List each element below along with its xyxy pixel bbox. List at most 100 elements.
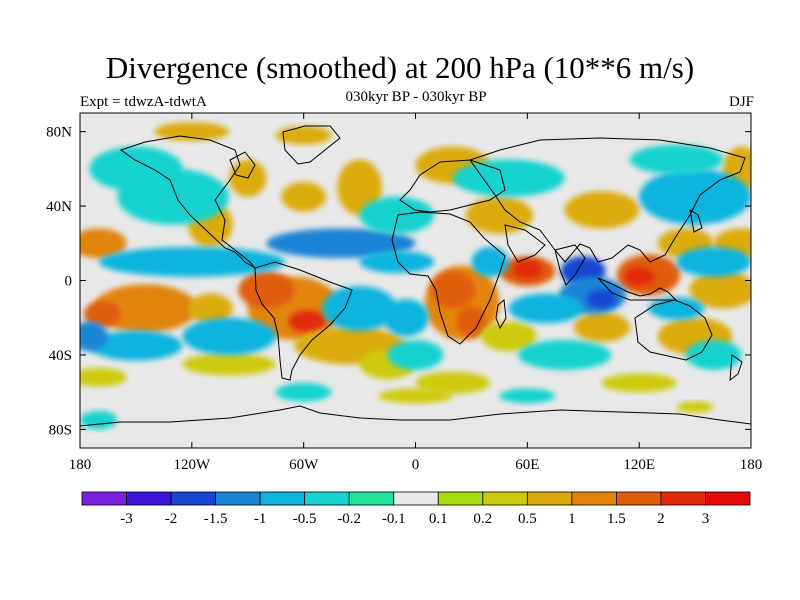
colorbar: -3 -2 -1.5 -1 -0.5 -0.2 -0.1 0.1 0.2 0.5 1 1.5 2 3 [81,491,751,527]
coastline-new-zealand [729,354,743,382]
y-tick-label-2: 0 [65,274,73,290]
y-tick-label-3: 40S [49,348,72,364]
colorbar-label-13: 3 [702,511,710,527]
field-cell-17 [564,191,640,229]
coastline-europe [399,159,506,213]
field-cell-43 [359,196,435,234]
x-tick-label-3: 0 [412,457,420,473]
colorbar-swatch-0 [81,491,127,506]
colorbar-label-11: 1.5 [607,511,626,527]
field-cell-53 [676,247,751,277]
field-cell-56 [182,317,276,355]
coastline-australia [634,299,713,361]
field-cell-36 [80,367,127,387]
colorbar-swatch-14 [705,491,751,506]
field-cell-46 [629,144,724,175]
coastline-asia [469,137,746,263]
field-cell-57 [89,330,183,361]
colorbar-swatch-4 [259,491,306,506]
colorbar-label-7: 0.1 [429,511,448,527]
field-cell-63 [499,388,556,404]
y-axis-ticks: 80N 40N 0 40S 80S [46,125,751,438]
colorbar-swatch-10 [526,491,573,506]
field-cell-62 [275,382,332,402]
y-tick-label-0: 80N [46,125,72,141]
field-cell-42 [89,146,183,192]
coastline-arabia [504,224,546,263]
coastline-south-america [254,261,353,381]
colorbar-label-6: -0.1 [382,511,406,527]
colorbar-label-12: 2 [657,511,665,527]
field-cell-13 [154,122,230,141]
coastline-indonesia [597,277,678,301]
field-cell-28 [689,271,751,309]
colorbar-label-2: -1.5 [204,511,228,527]
colorbar-label-1: -2 [165,511,178,527]
y-tick-label-4: 80S [49,422,72,438]
field-cell-44 [452,159,565,197]
x-tick-label-1: 120W [173,457,211,473]
field-cell-60 [518,340,612,370]
field-cell-40 [98,247,286,277]
coastline-north-america [119,135,256,269]
x-tick-label-2: 60W [289,457,319,473]
field-cell-38 [266,228,416,259]
field-cell-55 [383,299,429,337]
colorbar-swatch-8 [437,491,484,506]
coastline-india [554,244,586,286]
y-tick-label-1: 40N [46,199,72,215]
x-tick-label-4: 60E [515,457,539,473]
coastline-madagascar [495,299,507,330]
x-axis-ticks: 180 120W 60W 0 60E 120E 180 [69,113,763,473]
field-cell-1 [288,310,327,333]
field-cell-39 [359,250,435,274]
field-cell-37 [676,401,714,413]
field-cell-49 [586,289,617,309]
colorbar-swatch-13 [660,491,706,506]
divergence-field [80,122,751,430]
coastlines [80,125,751,427]
colorbar-label-0: -3 [120,511,133,527]
chart-title: Divergence (smoothed) at 200 hPa (10**6 … [105,50,695,85]
field-cell-2 [238,271,295,309]
field-cell-16 [465,196,533,234]
colorbar-swatch-6 [348,491,395,506]
field-cell-50 [471,247,509,277]
field-cell-33 [601,373,677,393]
field-cell-30 [573,312,630,342]
colorbar-swatch-11 [571,491,617,506]
colorbar-swatch-12 [616,491,662,506]
field-cell-27 [624,267,655,287]
experiment-label: Expt = tdwzA-tdwtA [80,94,207,110]
colorbar-label-3: -1 [254,511,267,527]
field-cell-34 [182,353,276,376]
x-tick-label-0: 180 [69,457,92,473]
colorbar-label-5: -0.2 [337,511,361,527]
coastline-africa [391,211,506,345]
field-cell-61 [685,340,742,370]
field-cell-59 [387,340,444,370]
field-cell-31 [480,321,537,352]
colorbar-swatch-7 [393,491,439,506]
coastline-hudson-bay [229,151,256,179]
coastline-greenland [282,125,341,165]
colorbar-label-4: -0.5 [293,511,317,527]
colorbar-swatch-5 [304,491,350,506]
coastline-japan [689,208,703,233]
field-cell-22 [430,271,476,309]
colorbar-swatch-9 [482,491,528,506]
colorbar-label-9: 0.5 [518,511,537,527]
field-cell-45 [639,168,751,225]
x-tick-label-6: 180 [740,457,763,473]
coastline-antarctica [80,405,751,427]
field-cell-32 [415,371,491,395]
x-tick-label-5: 120E [623,457,655,473]
field-cell-11 [281,181,327,212]
field-cell-7 [188,293,233,324]
field-cell-5 [93,284,198,333]
field-cell-23 [456,306,487,337]
field-cell-12 [337,159,382,216]
colorbar-swatch-3 [215,491,261,506]
field-cell-51 [508,293,584,324]
